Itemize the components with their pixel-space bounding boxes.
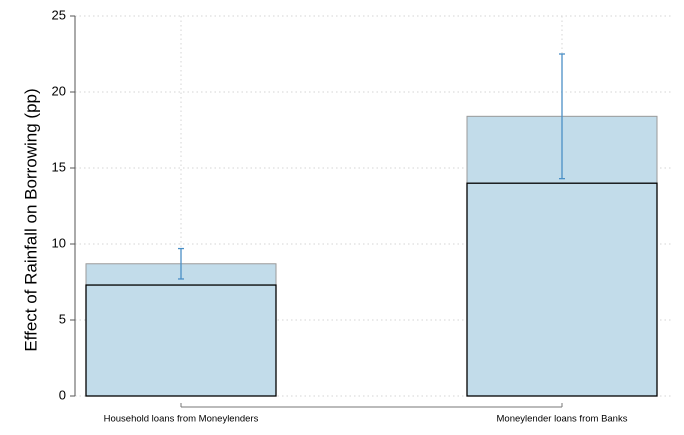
y-axis-label: Effect of Rainfall on Borrowing (pp) [21,88,40,351]
x-tick-label: Moneylender loans from Banks [497,414,628,425]
y-tick-label: 10 [52,235,66,250]
bar [466,182,658,397]
bar [85,284,277,397]
y-tick-label: 5 [59,311,66,326]
y-tick-label: 20 [52,83,66,98]
y-tick-label: 0 [59,387,66,402]
x-tick-label: Household loans from Moneylenders [104,414,259,425]
y-tick-label: 15 [52,159,66,174]
y-tick-label: 25 [52,7,66,22]
